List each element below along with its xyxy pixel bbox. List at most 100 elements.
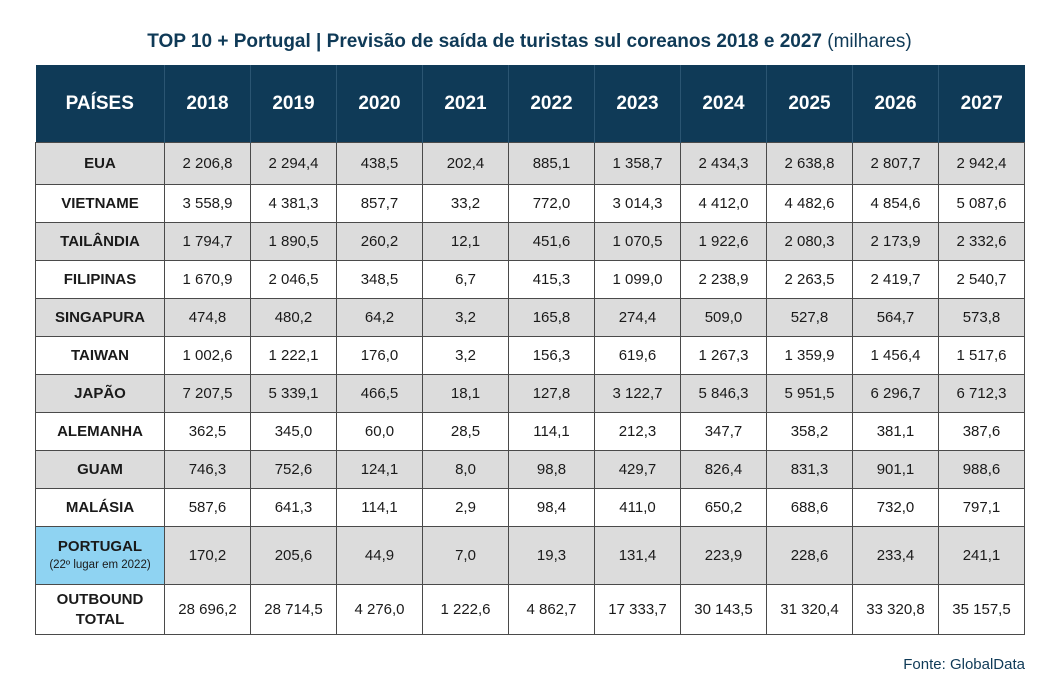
value-cell: 170,2 [164,526,251,585]
value-cell: 885,1 [508,142,595,185]
value-cell: 387,6 [938,412,1025,451]
table-row: OUTBOUND TOTAL 28 696,2 28 714,5 4 276,0 1 22… [35,584,1025,635]
value-cell: 732,0 [852,488,939,527]
header-row: PAÍSES 2018 2019 2020 2021 2022 2023 2024 2025 20… [35,65,1025,143]
table-row: TAILÂNDIA 1 794,7 1 890,5 260,2 12,1 451,6 1 0… [35,222,1025,261]
value-cell: 901,1 [852,450,939,489]
value-cell: 3 014,3 [594,184,681,223]
country-cell: EUA [35,142,165,185]
value-cell: 33 320,8 [852,584,939,635]
value-cell: 857,7 [336,184,423,223]
column-header-year: 2026 [852,65,939,143]
value-cell: 1 099,0 [594,260,681,299]
table-title: TOP 10 + Portugal | Previsão de saída de… [0,31,1059,53]
country-cell: VIETNAME [35,184,165,223]
value-cell: 98,4 [508,488,595,527]
value-cell: 797,1 [938,488,1025,527]
value-cell: 28,5 [422,412,509,451]
country-note: (22º lugar em 2022) [49,558,151,571]
value-cell: 223,9 [680,526,767,585]
value-cell: 2 419,7 [852,260,939,299]
value-cell: 509,0 [680,298,767,337]
country-cell: JAPÃO [35,374,165,413]
value-cell: 474,8 [164,298,251,337]
value-cell: 2 046,5 [250,260,337,299]
value-cell: 176,0 [336,336,423,375]
value-cell: 5 339,1 [250,374,337,413]
forecast-table: PAÍSES 2018 2019 2020 2021 2022 2023 2024 2025 20… [35,65,1025,635]
value-cell: 4 862,7 [508,584,595,635]
value-cell: 260,2 [336,222,423,261]
country-name-line1: OUTBOUND [56,590,144,608]
value-cell: 2 638,8 [766,142,853,185]
value-cell: 44,9 [336,526,423,585]
value-cell: 98,8 [508,450,595,489]
column-header-year: 2023 [594,65,681,143]
value-cell: 641,3 [250,488,337,527]
value-cell: 131,4 [594,526,681,585]
column-header-year: 2021 [422,65,509,143]
value-cell: 2 206,8 [164,142,251,185]
value-cell: 19,3 [508,526,595,585]
value-cell: 18,1 [422,374,509,413]
country-name: PORTUGAL [57,537,143,555]
value-cell: 772,0 [508,184,595,223]
column-header-year: 2020 [336,65,423,143]
value-cell: 752,6 [250,450,337,489]
column-header-year: 2019 [250,65,337,143]
country-cell: FILIPINAS [35,260,165,299]
column-header-year: 2027 [938,65,1025,143]
value-cell: 2 294,4 [250,142,337,185]
value-cell: 1 890,5 [250,222,337,261]
table-row: ALEMANHA 362,5 345,0 60,0 28,5 114,1 212,3 347,… [35,412,1025,451]
value-cell: 7,0 [422,526,509,585]
value-cell: 2,9 [422,488,509,527]
value-cell: 411,0 [594,488,681,527]
value-cell: 5 951,5 [766,374,853,413]
value-cell: 1 794,7 [164,222,251,261]
table-row: SINGAPURA 474,8 480,2 64,2 3,2 165,8 274,4 509,… [35,298,1025,337]
value-cell: 438,5 [336,142,423,185]
value-cell: 2 080,3 [766,222,853,261]
value-cell: 35 157,5 [938,584,1025,635]
value-cell: 202,4 [422,142,509,185]
value-cell: 127,8 [508,374,595,413]
value-cell: 1 002,6 [164,336,251,375]
value-cell: 274,4 [594,298,681,337]
value-cell: 7 207,5 [164,374,251,413]
value-cell: 124,1 [336,450,423,489]
value-cell: 4 412,0 [680,184,767,223]
country-cell: ALEMANHA [35,412,165,451]
country-cell: OUTBOUND TOTAL [35,584,165,635]
value-cell: 6 296,7 [852,374,939,413]
value-cell: 345,0 [250,412,337,451]
country-cell: SINGAPURA [35,298,165,337]
value-cell: 33,2 [422,184,509,223]
value-cell: 831,3 [766,450,853,489]
value-cell: 348,5 [336,260,423,299]
value-cell: 28 696,2 [164,584,251,635]
table-body: EUA 2 206,8 2 294,4 438,5 202,4 885,1 1 358,7 2… [35,142,1025,635]
value-cell: 4 381,3 [250,184,337,223]
country-cell: PORTUGAL (22º lugar em 2022) [35,526,165,585]
country-cell: TAILÂNDIA [35,222,165,261]
value-cell: 1 358,7 [594,142,681,185]
value-cell: 233,4 [852,526,939,585]
value-cell: 205,6 [250,526,337,585]
value-cell: 564,7 [852,298,939,337]
value-cell: 4 276,0 [336,584,423,635]
value-cell: 241,1 [938,526,1025,585]
source-note: Fonte: GlobalData [903,656,1025,673]
value-cell: 60,0 [336,412,423,451]
table-row: PORTUGAL (22º lugar em 2022) 170,2 205,6 44,… [35,526,1025,585]
value-cell: 415,3 [508,260,595,299]
value-cell: 3 558,9 [164,184,251,223]
value-cell: 619,6 [594,336,681,375]
value-cell: 2 332,6 [938,222,1025,261]
value-cell: 1 456,4 [852,336,939,375]
title-main: TOP 10 + Portugal | Previsão de saída de… [147,31,822,52]
country-cell: MALÁSIA [35,488,165,527]
value-cell: 228,6 [766,526,853,585]
value-cell: 31 320,4 [766,584,853,635]
value-cell: 1 359,9 [766,336,853,375]
